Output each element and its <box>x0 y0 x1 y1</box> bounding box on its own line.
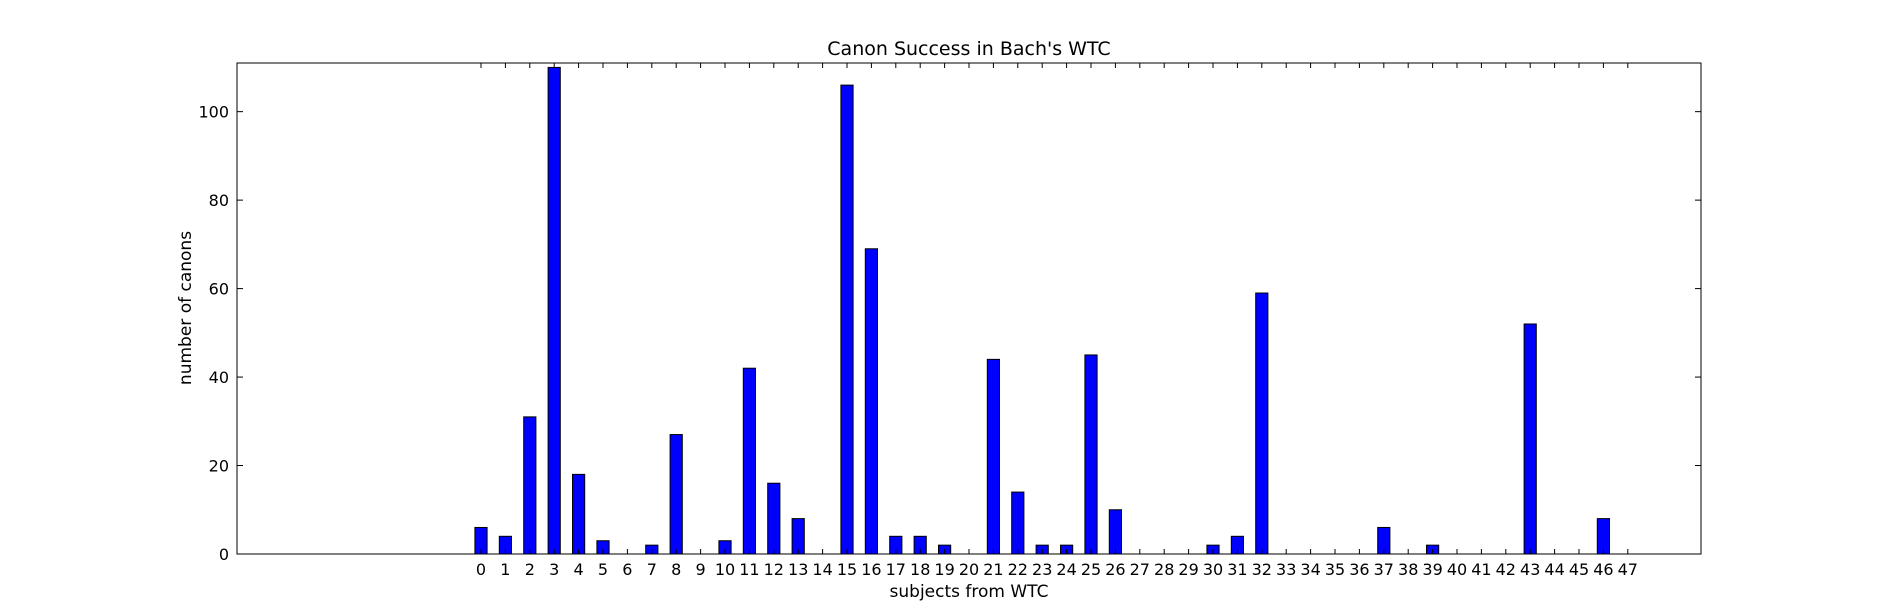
bar-43 <box>1523 323 1537 555</box>
x-tick-label: 26 <box>1105 560 1125 579</box>
x-tick-label: 19 <box>934 560 954 579</box>
x-tick-label: 4 <box>574 560 584 579</box>
bar-8 <box>669 434 683 555</box>
y-tick-label: 80 <box>209 191 229 210</box>
bar-26 <box>1108 509 1123 555</box>
x-tick-label: 24 <box>1056 560 1076 579</box>
bar-15 <box>840 84 854 555</box>
x-tick-label: 46 <box>1593 560 1613 579</box>
bar-series <box>474 66 1611 555</box>
x-tick-label: 11 <box>739 560 759 579</box>
x-tick-label: 14 <box>812 560 832 579</box>
x-tick-label: 36 <box>1349 560 1369 579</box>
x-tick-label: 37 <box>1374 560 1394 579</box>
y-tick-label: 100 <box>198 103 229 122</box>
x-tick-label: 7 <box>647 560 657 579</box>
x-tick-label: 33 <box>1276 560 1296 579</box>
x-tick-label: 23 <box>1032 560 1052 579</box>
x-tick-label: 15 <box>837 560 857 579</box>
x-tick-label: 16 <box>861 560 881 579</box>
x-tick-label: 44 <box>1544 560 1564 579</box>
y-tick-label: 20 <box>209 457 229 476</box>
x-tick-label: 29 <box>1178 560 1198 579</box>
x-tick-label: 5 <box>598 560 608 579</box>
x-tick-label: 28 <box>1154 560 1174 579</box>
plot-frame <box>236 62 1702 555</box>
bar-22 <box>1011 491 1025 555</box>
bar-13 <box>791 518 805 555</box>
x-tick-label: 32 <box>1252 560 1272 579</box>
bar-16 <box>864 248 878 555</box>
bar-2 <box>523 416 537 555</box>
y-tick-label: 60 <box>209 280 229 299</box>
chart-title: Canon Success in Bach's WTC <box>827 38 1110 60</box>
x-axis-label: subjects from WTC <box>890 582 1049 602</box>
bar-21 <box>986 358 1000 555</box>
x-tick-label: 45 <box>1569 560 1589 579</box>
x-tick-label: 25 <box>1081 560 1101 579</box>
x-tick-label: 42 <box>1496 560 1516 579</box>
x-tick-label: 31 <box>1227 560 1247 579</box>
x-tick-label: 21 <box>983 560 1003 579</box>
axis-ticks: 0 1 2 3 4 5 6 7 8 9 10 11 12 13 14 15 16 17 18 19 20 21 22 23 24… <box>198 63 1701 579</box>
y-tick-label: 0 <box>219 545 229 564</box>
x-tick-label: 38 <box>1398 560 1418 579</box>
x-tick-label: 12 <box>764 560 784 579</box>
x-tick-label: 8 <box>671 560 681 579</box>
x-tick-label: 9 <box>696 560 706 579</box>
x-tick-label: 13 <box>788 560 808 579</box>
x-tick-label: 27 <box>1130 560 1150 579</box>
bar-32 <box>1255 292 1269 555</box>
bar-12 <box>767 482 781 555</box>
x-tick-label: 17 <box>886 560 906 579</box>
x-tick-label: 20 <box>959 560 979 579</box>
y-tick-label: 40 <box>209 368 229 387</box>
x-tick-label: 6 <box>622 560 632 579</box>
x-tick-label: 34 <box>1300 560 1320 579</box>
x-tick-label: 35 <box>1325 560 1345 579</box>
bar-11 <box>742 367 756 555</box>
x-tick-label: 43 <box>1520 560 1540 579</box>
x-tick-label: 0 <box>476 560 486 579</box>
bar-4 <box>572 473 586 555</box>
x-tick-label: 30 <box>1203 560 1223 579</box>
x-tick-label: 22 <box>1008 560 1028 579</box>
x-tick-label: 39 <box>1422 560 1442 579</box>
bar-46 <box>1596 518 1611 555</box>
x-tick-label: 47 <box>1618 560 1638 579</box>
x-tick-label: 18 <box>910 560 930 579</box>
x-tick-label: 1 <box>500 560 510 579</box>
x-tick-label: 41 <box>1471 560 1491 579</box>
bar-3 <box>547 66 561 555</box>
x-tick-label: 40 <box>1447 560 1467 579</box>
x-tick-label: 10 <box>715 560 735 579</box>
bar-25 <box>1084 354 1098 555</box>
y-axis-label: number of canons <box>176 231 196 385</box>
x-tick-label: 2 <box>525 560 535 579</box>
x-tick-label: 3 <box>549 560 559 579</box>
